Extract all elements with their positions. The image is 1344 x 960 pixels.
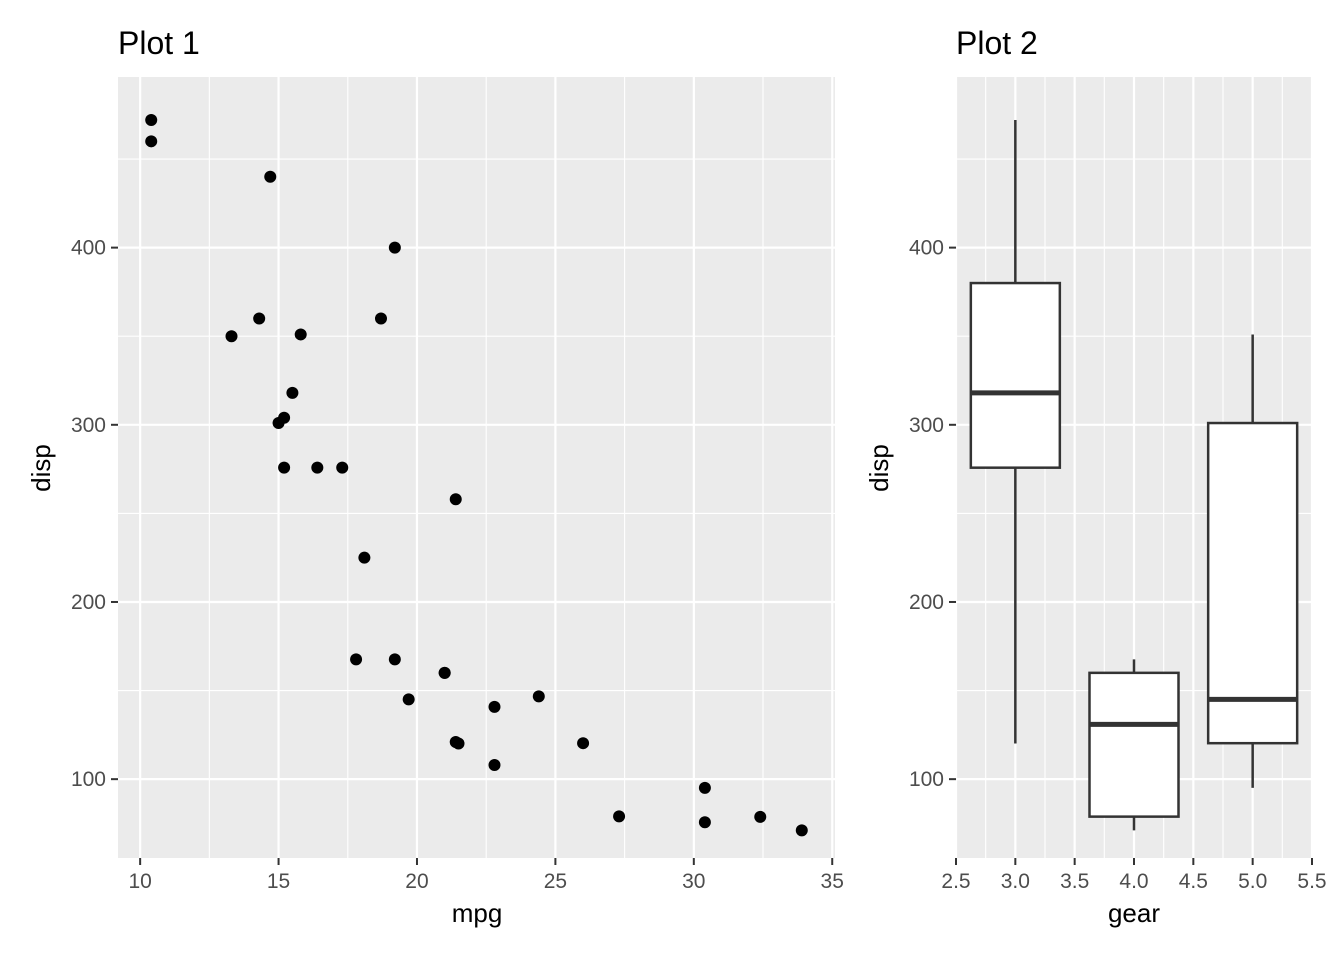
scatter-point — [698, 781, 711, 794]
plot-1-panel — [118, 77, 835, 858]
plot-2-x-tick-label: 5.5 — [1297, 870, 1326, 893]
scatter-point — [358, 551, 371, 564]
plot-1-x-tick-label: 15 — [267, 870, 290, 893]
plot-1-y-tick-label: 300 — [71, 414, 106, 437]
scatter-point — [253, 312, 266, 325]
plot-2-x-tick-label: 4.5 — [1179, 870, 1208, 893]
plot-2-x-tick-label: 2.5 — [941, 870, 970, 893]
scatter-point — [577, 737, 590, 750]
plot-1-y-tick-label: 200 — [71, 591, 106, 614]
plot-2-boxes — [969, 120, 1299, 831]
plot-1-y-tick-label: 100 — [71, 768, 106, 791]
scatter-point — [388, 241, 401, 254]
scatter-point — [488, 758, 501, 771]
scatter-point — [145, 114, 158, 127]
plot-2-y-axis-label: disp — [864, 444, 894, 492]
scatter-point — [698, 816, 711, 829]
plot-1-x-tick-label: 30 — [682, 870, 705, 893]
scatter-point — [438, 666, 451, 679]
plot-2-x-tick-label: 3.0 — [1001, 870, 1030, 893]
scatter-point — [225, 330, 238, 343]
plot-2-x-axis-label: gear — [1108, 898, 1160, 928]
scatter-point — [449, 493, 462, 506]
scatter-point — [145, 135, 158, 148]
plot-1-points — [145, 114, 808, 837]
plot-1-x-tick-label: 10 — [128, 870, 151, 893]
scatter-point — [350, 653, 363, 666]
plot-1-x-tick-label: 20 — [405, 870, 428, 893]
scatter-point — [336, 461, 349, 474]
plot-2-x-tick-label: 4.0 — [1119, 870, 1148, 893]
plot-2-x-tick-label: 5.0 — [1238, 870, 1267, 893]
scatter-point — [374, 312, 387, 325]
plot-2-y-tick-label: 400 — [909, 237, 944, 260]
scatter-point — [311, 461, 324, 474]
box-body — [969, 281, 1062, 469]
plot-1-x-tick-label: 25 — [544, 870, 567, 893]
box-body — [1206, 421, 1299, 745]
scatter-point — [264, 170, 277, 183]
plot-2-title: Plot 2 — [956, 25, 1038, 61]
scatter-point — [286, 386, 299, 399]
scatter-point — [388, 653, 401, 666]
plot-1-y-axis-label: disp — [26, 444, 56, 492]
plot-2-x-tick-label: 3.5 — [1060, 870, 1089, 893]
plot-2: Plot 2 100 200 300 400 2.5 3.0 3.5 4.0 4.5 5.0 5.5… — [864, 25, 1327, 928]
plot-2-axes: 100 200 300 400 2.5 3.0 3.5 4.0 4.5 5.0 5.5 — [909, 237, 1327, 893]
plot-1-title: Plot 1 — [118, 25, 200, 61]
plot-2-y-tick-label: 300 — [909, 414, 944, 437]
scatter-point — [402, 693, 415, 706]
scatter-point — [488, 700, 501, 713]
plot-1-x-tick-label: 35 — [821, 870, 844, 893]
scatter-point — [613, 810, 626, 823]
plot-2-y-tick-label: 200 — [909, 591, 944, 614]
plot-1-x-axis-label: mpg — [452, 898, 503, 928]
scatter-point — [532, 690, 545, 703]
plot-1-y-tick-label: 400 — [71, 237, 106, 260]
plot-1-axes: 100 200 300 400 10 15 20 25 30 35 — [71, 237, 844, 893]
scatter-point — [278, 461, 291, 474]
scatter-point — [754, 810, 767, 823]
scatter-point — [294, 328, 307, 341]
box-body — [1088, 671, 1180, 818]
scatter-point — [795, 824, 808, 837]
plot-1: Plot 1 100 200 300 400 10 15 20 25 30 35 mpg disp — [26, 25, 844, 928]
scatter-point — [452, 737, 465, 750]
scatter-point — [272, 417, 285, 430]
plot-1-gridlines — [118, 77, 835, 858]
plot-2-y-tick-label: 100 — [909, 768, 944, 791]
